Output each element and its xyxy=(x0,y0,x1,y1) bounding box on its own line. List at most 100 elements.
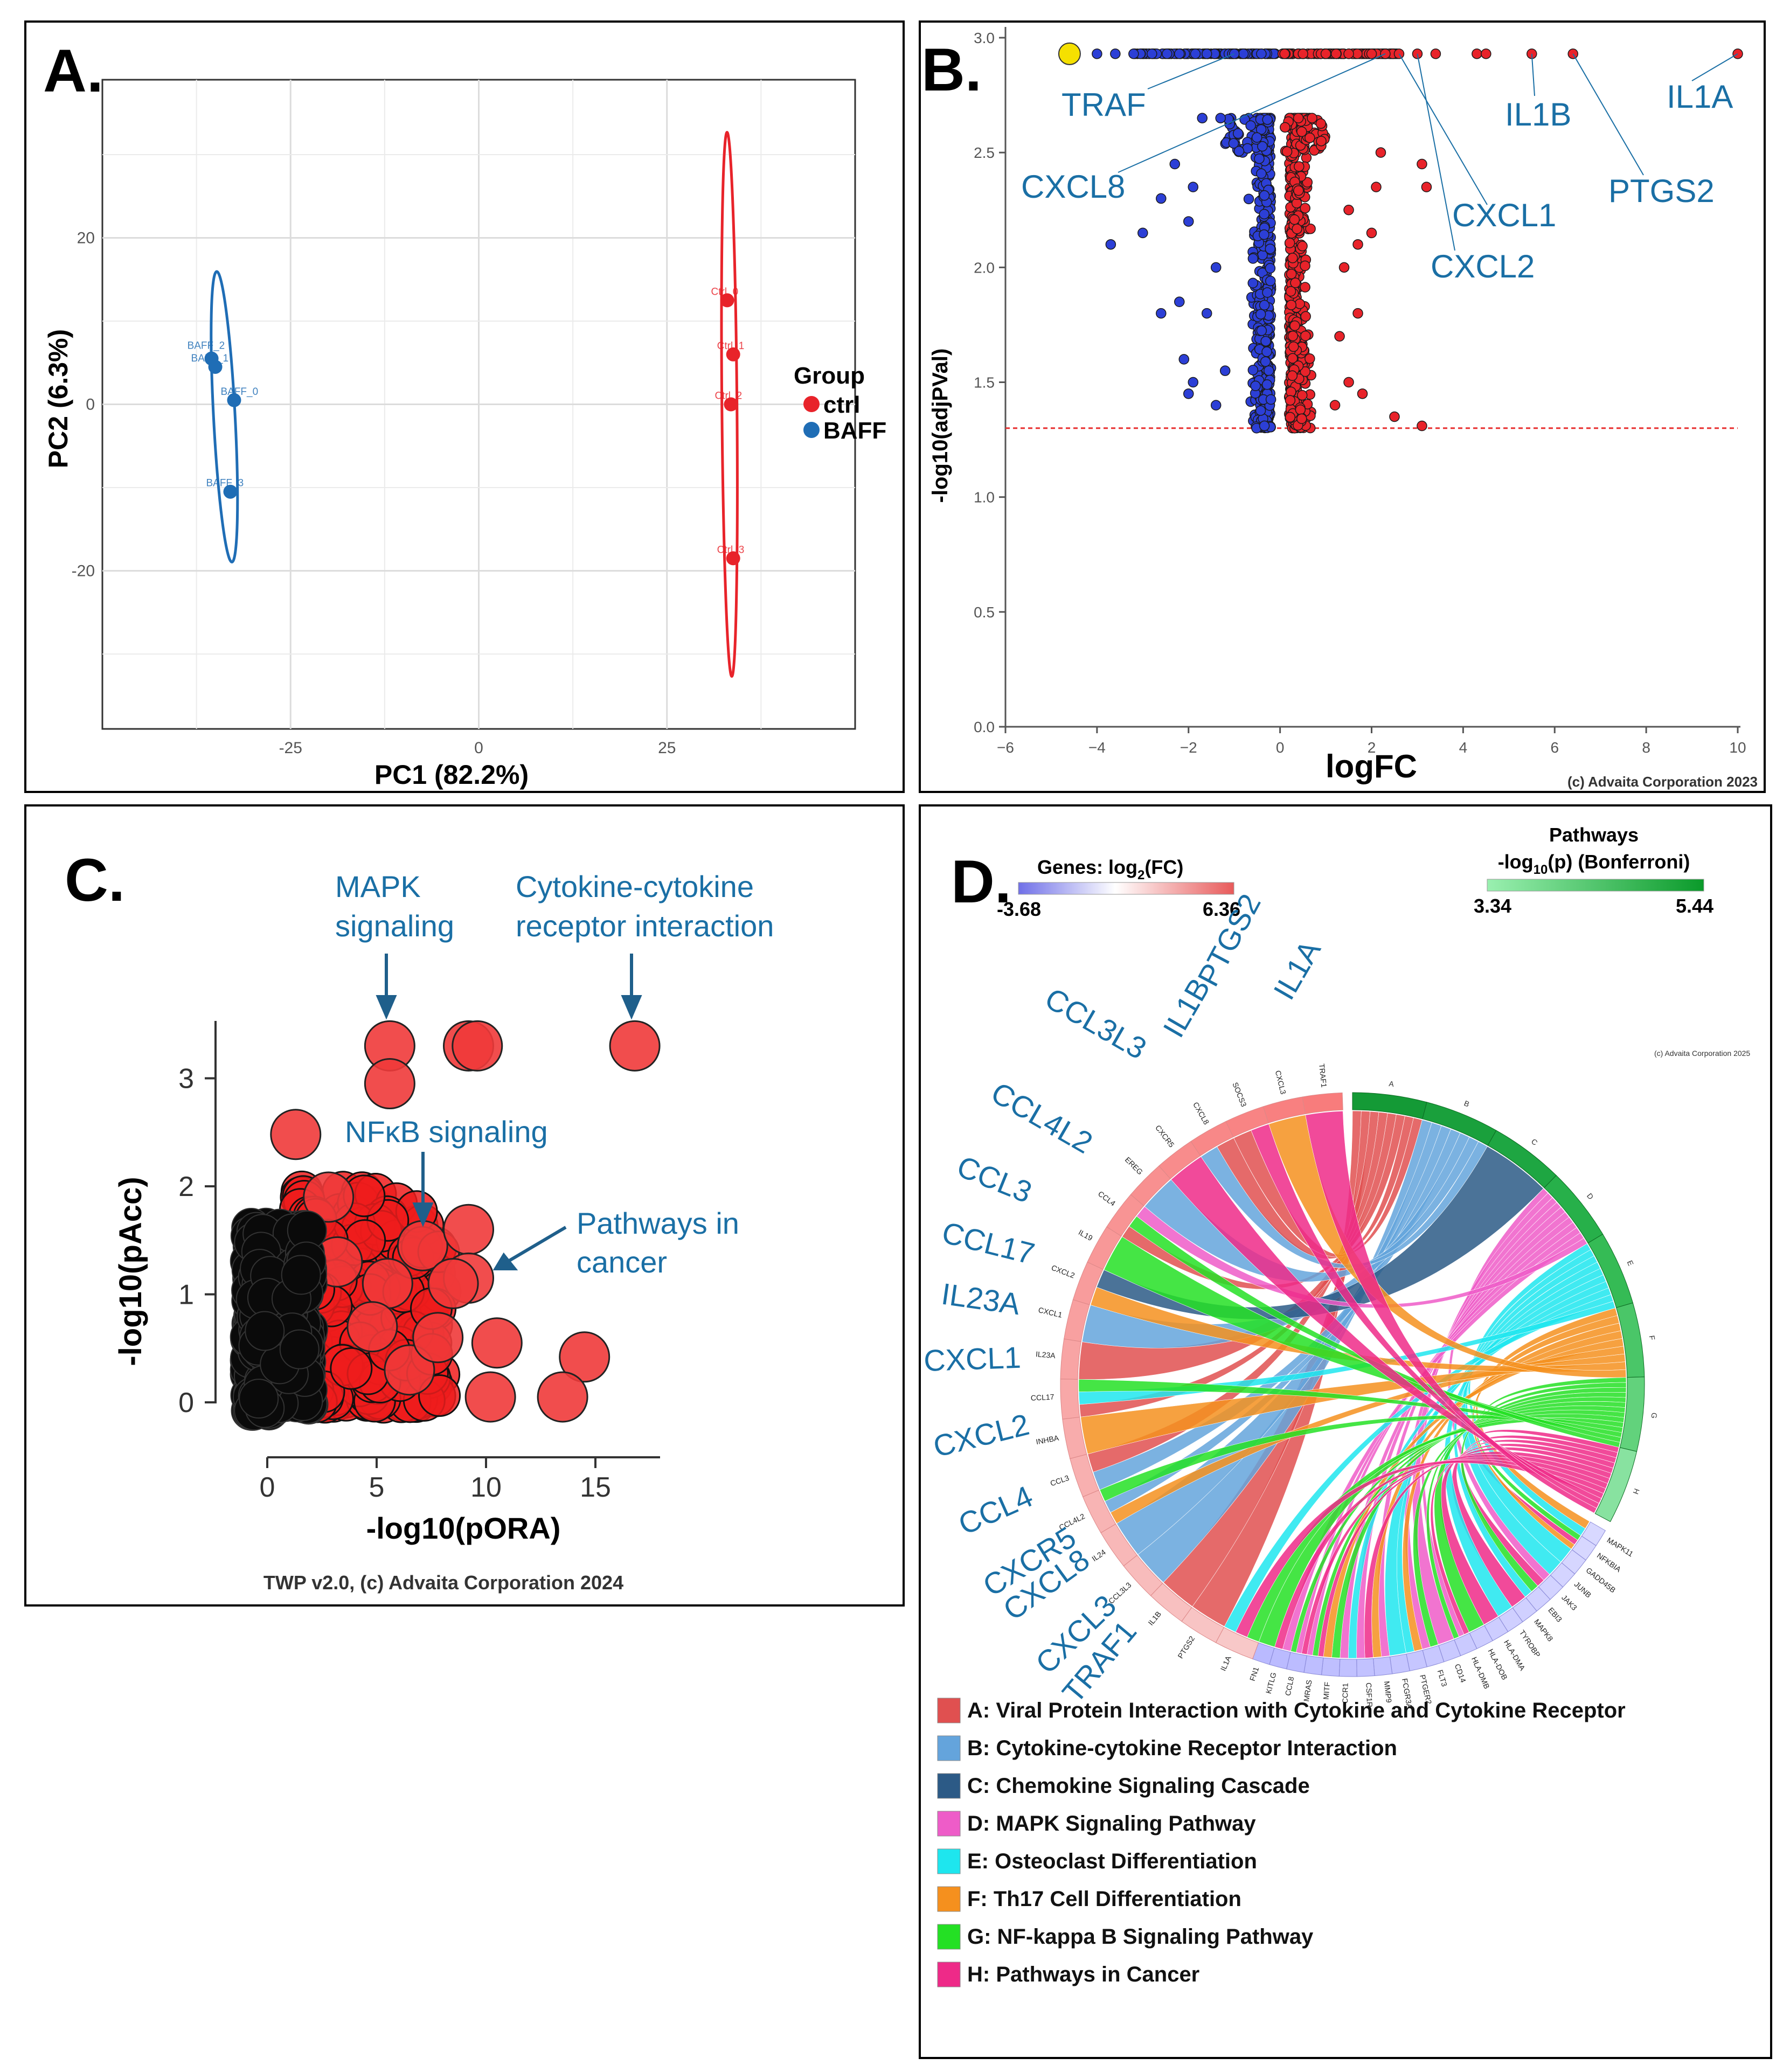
volcano-y-tick: 1.5 xyxy=(974,374,995,391)
twp-y-axis-label: -log10(pAcc) xyxy=(113,1177,148,1366)
volcano-x-tick: 6 xyxy=(1550,739,1559,756)
volcano-point-down xyxy=(1188,377,1198,388)
chord-ribbon xyxy=(1301,1456,1608,1655)
volcano-label-leader xyxy=(1147,53,1235,89)
volcano-point-down xyxy=(1255,309,1266,320)
chord-ribbon xyxy=(1080,1353,1626,1455)
volcano-point-down xyxy=(1156,193,1167,204)
genes-legend-max: 6.36 xyxy=(1203,898,1240,920)
gene-sector-up xyxy=(1302,1092,1343,1115)
volcano-point-down xyxy=(1188,182,1198,192)
pca-x-axis-label: PC1 (82.2%) xyxy=(374,760,529,790)
chord-highlight-label: CXCL1 xyxy=(923,1340,1022,1378)
pathway-sector-letter: A xyxy=(1389,1079,1395,1088)
volcano-point-up xyxy=(1421,182,1432,192)
twp-y-tick: 0 xyxy=(178,1387,194,1419)
pca-point-ctrl xyxy=(726,551,740,566)
volcano-point-down xyxy=(1197,113,1208,123)
volcano-y-tick: 1.0 xyxy=(974,489,995,506)
chord-ribbon xyxy=(1217,1116,1414,1259)
volcano-point-down xyxy=(1210,262,1222,273)
pathways-color-legend: Pathways -log10(p) (Bonferroni) 3.34 5.4… xyxy=(1474,824,1713,917)
volcano-point-up xyxy=(1330,48,1342,59)
volcano-point-down xyxy=(1238,48,1249,59)
pathway-legend: A: Viral Protein Interaction with Cytoki… xyxy=(937,1698,1626,1987)
chord-ribbon xyxy=(1402,1323,1621,1652)
chord-ribbon xyxy=(1413,1396,1626,1647)
volcano-point-down xyxy=(1257,141,1268,152)
volcano-point-down xyxy=(1262,287,1273,298)
volcano-point-up xyxy=(1293,185,1304,196)
volcano-point-up xyxy=(1287,353,1298,364)
volcano-point-up xyxy=(1296,126,1307,137)
volcano-point-up xyxy=(1300,260,1310,272)
volcano-gene-label: CXCL8 xyxy=(1021,169,1125,205)
pathway-legend-label: F: Th17 Cell Differentiation xyxy=(967,1887,1241,1911)
genes-legend-min: -3.68 xyxy=(997,898,1041,920)
chord-ribbon xyxy=(1274,1458,1606,1650)
volcano-point-down xyxy=(1105,239,1116,250)
twp-point-nonsignificant xyxy=(245,1311,285,1351)
volcano-point-up xyxy=(1287,330,1299,342)
volcano-y-tick: 0.0 xyxy=(974,719,995,735)
volcano-point-down xyxy=(1162,48,1172,59)
volcano-point-down xyxy=(1147,48,1157,59)
volcano-point-down xyxy=(1210,400,1222,411)
volcano-point-up xyxy=(1300,366,1311,377)
volcano-point-down xyxy=(1169,158,1181,170)
pca-point-label: BAFF_0 xyxy=(220,386,258,398)
chord-ribbon xyxy=(1307,1222,1577,1656)
pathway-legend-swatch xyxy=(937,1735,961,1761)
volcano-copyright: (c) Advaita Corporation 2023 xyxy=(1567,774,1758,790)
chord-ribbon xyxy=(1129,1216,1620,1448)
chord-ribbon xyxy=(1312,1406,1626,1657)
pathway-legend-label: B: Cytokine-cytokine Receptor Interactio… xyxy=(967,1736,1397,1760)
chord-ribbon xyxy=(1364,1451,1612,1658)
pca-point-label: Ctrl_3 xyxy=(717,544,745,555)
pca-legend-ctrl-swatch xyxy=(803,396,820,412)
volcano-point-up xyxy=(1329,400,1341,411)
volcano-point-up xyxy=(1294,161,1305,172)
volcano-point-down xyxy=(1228,138,1239,149)
volcano-point-up xyxy=(1300,203,1310,214)
volcano-point-down xyxy=(1256,168,1267,179)
volcano-point-up xyxy=(1289,320,1300,331)
pca-point-ctrl xyxy=(724,397,738,412)
volcano-point-down xyxy=(1259,208,1269,220)
pathway-legend-label: D: MAPK Signaling Pathway xyxy=(967,1812,1256,1835)
chord-gene-label: INHBA xyxy=(1035,1433,1060,1446)
pathway-legend-swatch xyxy=(937,1773,961,1799)
volcano-point-down xyxy=(1190,48,1201,59)
volcano-point-down xyxy=(1265,275,1276,287)
volcano-point-up xyxy=(1417,420,1427,432)
pca-legend-baff-swatch xyxy=(803,422,820,438)
twp-point-highlight xyxy=(609,1020,661,1072)
volcano-label-leader xyxy=(1691,53,1738,81)
volcano-point-up xyxy=(1295,404,1306,415)
chord-ribbons xyxy=(1078,1110,1627,1659)
pca-ticks: -25 0 25 20 0 -20 xyxy=(72,230,676,757)
volcano-point-down xyxy=(1259,229,1269,240)
twp-annotations: MAPK signaling Cytokine-cytokine recepto… xyxy=(335,870,774,1279)
volcano-point-down xyxy=(1265,394,1276,405)
chord-gene-label: MRAS xyxy=(1302,1679,1313,1702)
volcano-point-up xyxy=(1294,298,1305,309)
chord-ribbon xyxy=(1426,1392,1627,1639)
twp-y-tick: 1 xyxy=(178,1280,194,1311)
volcano-point-up xyxy=(1292,224,1302,234)
chord-ribbon xyxy=(1224,1294,1614,1632)
pathway-legend-swatch xyxy=(937,1698,961,1723)
volcano-point-up xyxy=(1281,146,1293,157)
twp-point-nonsignificant xyxy=(281,1255,321,1295)
twp-point-highlight xyxy=(471,1317,523,1369)
volcano-point-up xyxy=(1296,390,1308,401)
volcano-point-up xyxy=(1302,177,1313,188)
genes-gradient-bar xyxy=(1018,882,1234,895)
volcano-point-up xyxy=(1320,48,1331,59)
volcano-point-up xyxy=(1352,239,1363,250)
pathway-legend-swatch xyxy=(937,1886,961,1912)
volcano-point-up xyxy=(1389,411,1400,422)
volcano-point-up xyxy=(1287,253,1298,263)
volcano-point-up xyxy=(1300,330,1311,342)
